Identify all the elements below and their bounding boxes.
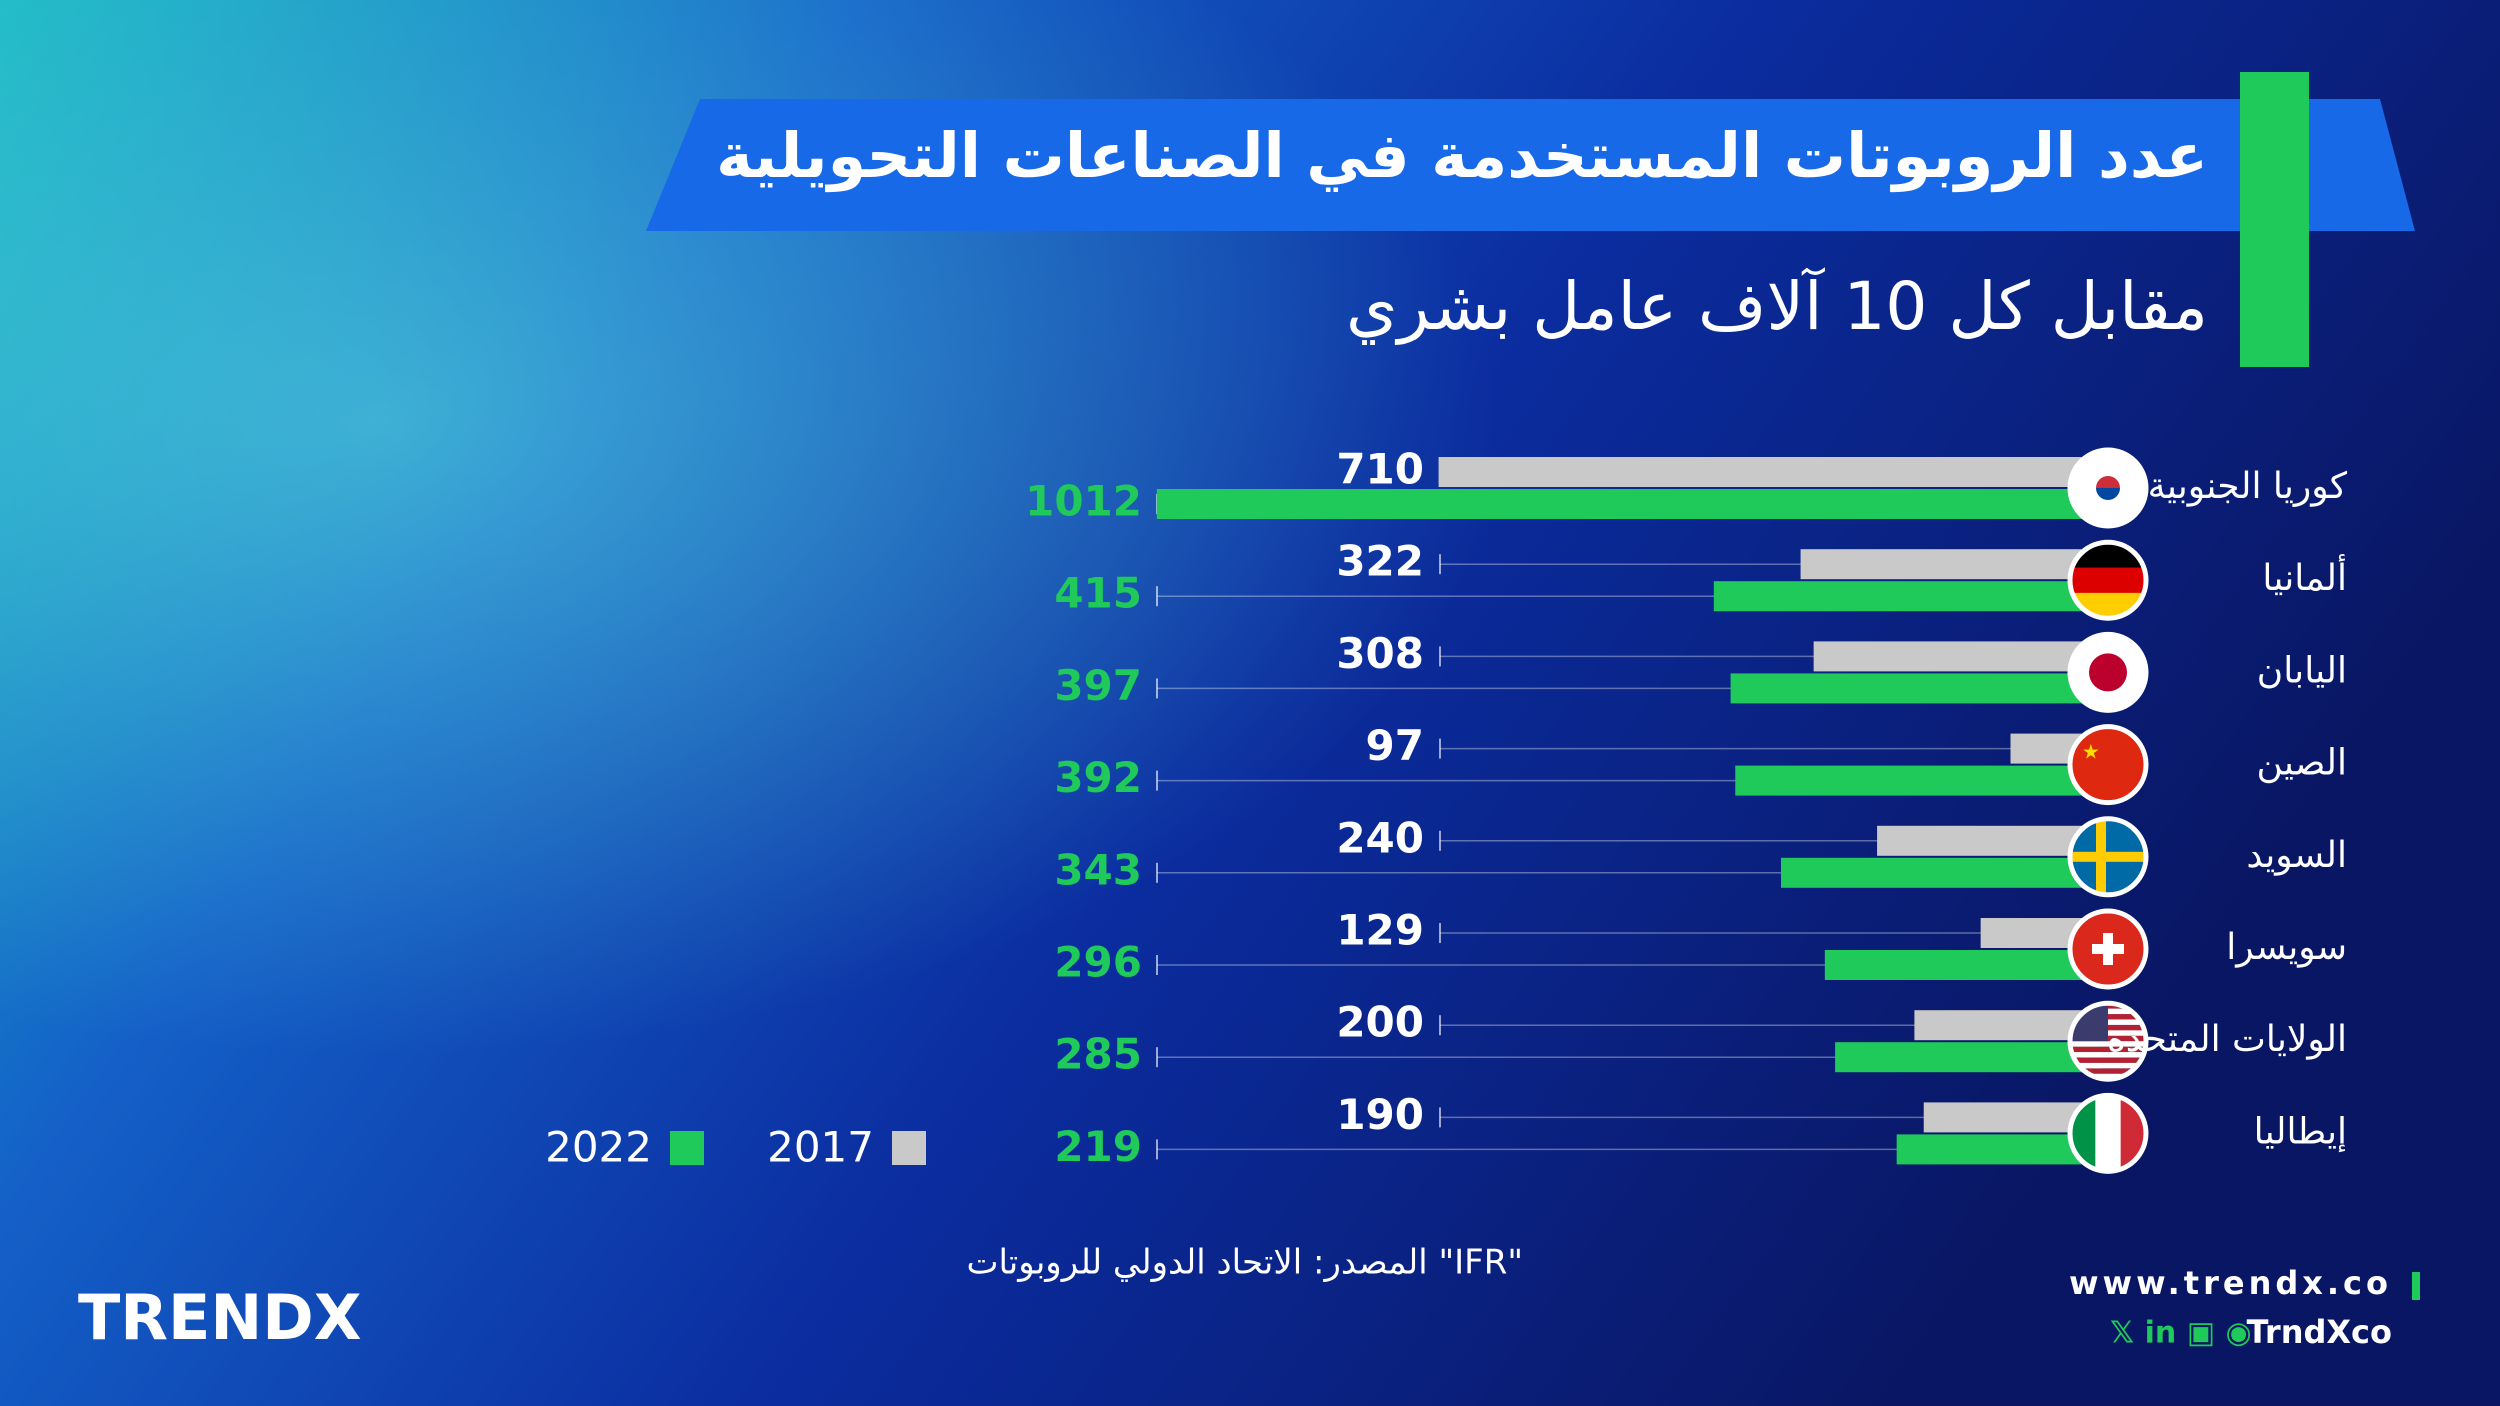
value-label: 200 xyxy=(1336,998,1424,1047)
flag xyxy=(2070,1003,2146,1080)
flag-part xyxy=(2096,818,2106,895)
bar xyxy=(1156,489,2101,519)
category-label: السويد xyxy=(2246,835,2347,876)
bar xyxy=(1438,457,2101,487)
bar xyxy=(1780,857,2101,888)
legend-label: 2022 xyxy=(545,1123,652,1172)
social-icons: 𝕏 in ▣ ◉ xyxy=(2110,1316,2252,1351)
legend-swatch xyxy=(892,1131,926,1165)
bar xyxy=(1730,673,2101,704)
category-label: ألمانيا xyxy=(2262,554,2347,599)
flag-ring xyxy=(2067,724,2149,806)
flag-part xyxy=(2070,1046,2146,1054)
category-label: إيطاليا xyxy=(2254,1111,2347,1152)
value-label: 343 xyxy=(1054,845,1142,894)
flag-part xyxy=(2096,488,2120,500)
chart-subtitle: مقابل كل 10 آلاف عامل بشري xyxy=(1346,267,2208,345)
value-label: 240 xyxy=(1336,813,1424,862)
value-label: 219 xyxy=(1054,1122,1142,1171)
flag-part: ★ xyxy=(2082,740,2100,764)
value-label: 392 xyxy=(1054,753,1142,802)
website: www.trendx.co xyxy=(2069,1264,2392,1302)
bar xyxy=(1713,581,2101,612)
flag-part xyxy=(2070,1062,2146,1069)
brand-logo: TRENDX xyxy=(78,1281,362,1354)
flag-part xyxy=(2070,1057,2146,1064)
category-label: كوريا الجنوبية xyxy=(2148,466,2348,507)
category-label: اليابان xyxy=(2257,650,2347,691)
flag-part xyxy=(2070,1041,2146,1047)
value-label: 190 xyxy=(1336,1090,1424,1139)
title-banner xyxy=(646,99,2415,231)
source: المصدر: الاتحاد الدولي للروبوتات "IFR" xyxy=(966,1243,1523,1283)
bar xyxy=(1835,1042,2101,1073)
flag-part xyxy=(2070,1052,2146,1058)
category-label: الصين xyxy=(2257,743,2347,784)
accent-bar xyxy=(2240,72,2309,367)
website-accent xyxy=(2412,1272,2420,1300)
bar xyxy=(1735,765,2101,796)
bar xyxy=(1877,825,2101,856)
value-label: 97 xyxy=(1366,721,1424,770)
bar xyxy=(1896,1134,2101,1165)
bar xyxy=(1824,950,2101,980)
legend-label: 2017 xyxy=(767,1123,874,1172)
flag-ring xyxy=(2067,631,2149,713)
value-label: 308 xyxy=(1336,629,1424,678)
flag-part xyxy=(2070,1068,2146,1075)
chart-title: عدد الروبوتات المستخدمة في الصناعات التح… xyxy=(716,119,2208,192)
flag-part xyxy=(2070,851,2146,862)
flag-part xyxy=(2096,476,2120,488)
category-label: سويسرا xyxy=(2226,927,2347,968)
value-label: 397 xyxy=(1054,661,1142,710)
flag-part xyxy=(2089,653,2127,692)
handle: TrndXco xyxy=(2247,1313,2392,1351)
value-label: 415 xyxy=(1054,569,1142,618)
legend-swatch xyxy=(670,1131,704,1165)
value-label: 285 xyxy=(1054,1030,1142,1079)
flag-part xyxy=(2095,1095,2122,1172)
value-label: 1012 xyxy=(1025,477,1142,526)
flag-part xyxy=(2103,933,2113,965)
flag-part xyxy=(2070,567,2146,594)
flag-part xyxy=(2070,1073,2146,1080)
flag-ring xyxy=(2067,1092,2149,1174)
flag-ring xyxy=(2067,1000,2149,1082)
value-label: 322 xyxy=(1336,537,1424,586)
bar xyxy=(1800,549,2101,580)
category-label: الولايات المتحدة xyxy=(2107,1019,2347,1060)
flag-ring xyxy=(2067,447,2149,529)
flag-ring xyxy=(2067,539,2149,621)
flag-ring xyxy=(2067,816,2149,898)
value-label: 296 xyxy=(1054,938,1142,987)
flag-ring xyxy=(2067,908,2149,990)
bar xyxy=(1813,641,2101,672)
value-label: 710 xyxy=(1336,445,1424,494)
value-label: 129 xyxy=(1336,906,1424,955)
